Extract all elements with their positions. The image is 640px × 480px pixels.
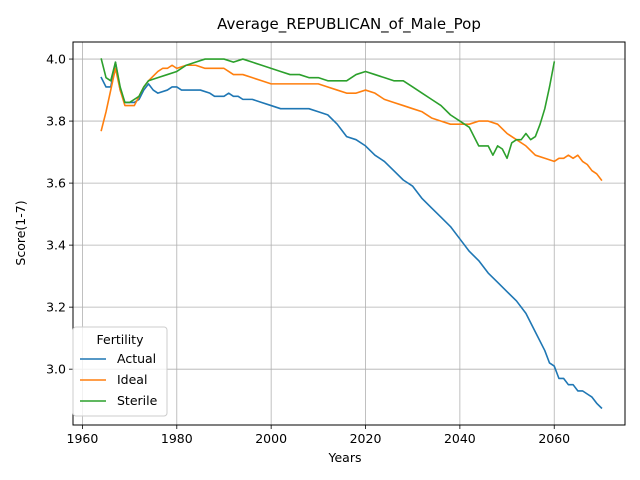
series-lines	[100, 58, 603, 410]
legend-label-actual: Actual	[117, 351, 156, 366]
legend-label-ideal: Ideal	[117, 372, 147, 387]
legend-box	[72, 326, 168, 417]
x-tick-label: 2020	[350, 431, 382, 446]
legend-title: Fertility	[97, 332, 145, 347]
chart-title: Average_REPUBLICAN_of_Male_Pop	[217, 15, 481, 34]
x-tick-label: 2000	[255, 431, 287, 446]
y-tick-label: 3.2	[46, 300, 66, 315]
legend: Fertility Actual Ideal Sterile	[72, 326, 168, 417]
y-tick-label: 3.6	[46, 176, 66, 191]
x-axis-title: Years	[328, 450, 362, 465]
legend-entry-ideal: Ideal	[80, 372, 147, 387]
x-tick-label: 1980	[161, 431, 193, 446]
y-tick-label: 3.0	[46, 362, 66, 377]
x-tick-label: 2040	[444, 431, 476, 446]
series-line-actual	[100, 61, 603, 410]
legend-entry-sterile: Sterile	[80, 393, 158, 408]
legend-entry-actual: Actual	[80, 351, 156, 366]
x-tick-label: 1960	[67, 431, 99, 446]
series-line-sterile	[100, 58, 556, 160]
x-axis-ticks: 1960 1980 2000 2020 2040 2060	[67, 425, 570, 446]
legend-label-sterile: Sterile	[117, 393, 158, 408]
y-tick-label: 3.4	[46, 238, 66, 253]
y-tick-label: 3.8	[46, 114, 66, 129]
series-line-ideal	[100, 64, 603, 182]
plot-frame	[72, 41, 626, 426]
y-axis-title: Score(1-7)	[13, 200, 28, 265]
y-axis-ticks: 3.0 3.2 3.4 3.6 3.8 4.0	[46, 52, 73, 377]
x-tick-label: 2060	[538, 431, 570, 446]
y-tick-label: 4.0	[46, 52, 66, 67]
